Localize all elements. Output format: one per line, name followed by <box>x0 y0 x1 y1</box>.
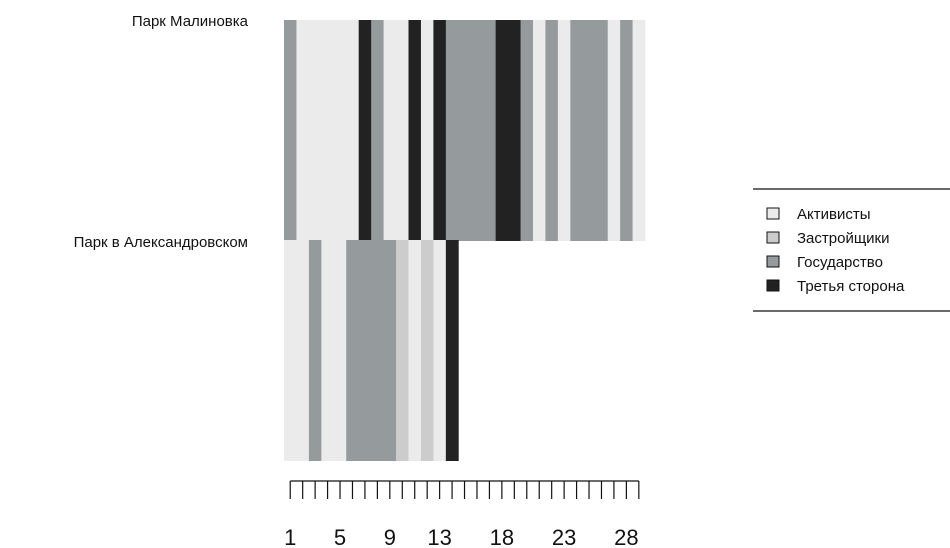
sequence-cell <box>495 20 509 241</box>
row-label: Парк Малиновка <box>132 13 249 30</box>
x-tick-label: 9 <box>384 525 396 548</box>
row-labels: Парк Малиновка Парк в Александровском <box>74 13 249 251</box>
sequence-cell <box>284 240 297 461</box>
sequence-cell <box>371 240 384 461</box>
sequence-cell <box>371 20 384 241</box>
sequence-cell <box>296 240 310 461</box>
sequence-cell <box>557 20 571 241</box>
sequence-cell <box>433 240 447 461</box>
row-label: Парк в Александровском <box>74 234 248 251</box>
sequence-cell <box>458 20 472 241</box>
sequence-cell <box>396 240 409 461</box>
sequence-cell <box>433 20 447 241</box>
legend-swatch <box>766 231 780 244</box>
sequence-cell <box>632 20 646 241</box>
sequence-cell <box>346 240 360 461</box>
sequence-cell <box>308 20 322 241</box>
x-tick-label: 28 <box>614 525 638 548</box>
sequence-cell <box>408 240 422 461</box>
legend-swatch <box>766 207 780 220</box>
x-tick-label: 18 <box>490 525 514 548</box>
legend-label: Государство <box>797 254 883 271</box>
sequence-cell <box>396 20 409 241</box>
legend-swatch <box>766 255 780 268</box>
sequence-cell <box>582 20 596 241</box>
x-tick-label: 1 <box>284 525 296 548</box>
sequence-cell <box>483 20 497 241</box>
sequence-cell <box>595 20 609 241</box>
sequence-cell <box>470 20 484 241</box>
x-tick-label: 13 <box>427 525 451 548</box>
sequence-cell <box>620 20 633 241</box>
sequence-cell <box>296 20 310 241</box>
legend-label: Активисты <box>797 206 870 223</box>
legend: Активисты Застройщики Государство Третья ст… <box>753 188 950 312</box>
sequence-cell <box>445 20 459 241</box>
sequence-cell <box>358 20 372 241</box>
legend-label: Застройщики <box>797 230 890 247</box>
sequence-cell <box>333 20 347 241</box>
sequence-cell <box>420 240 434 461</box>
sequence-cell <box>520 20 534 241</box>
sequence-cell <box>333 240 347 461</box>
sequence-cell <box>445 240 459 461</box>
x-tick-label: 5 <box>334 525 346 548</box>
sequence-cell <box>346 20 360 241</box>
legend-label: Третья сторона <box>797 278 905 295</box>
sequence-cell <box>607 20 621 241</box>
sequence-cell <box>508 20 521 241</box>
sequence-cell <box>383 240 397 461</box>
sequence-cells <box>284 20 646 461</box>
sequence-cell <box>358 240 372 461</box>
sequence-cell <box>420 20 434 241</box>
sequence-cell <box>321 20 335 241</box>
sequence-cell <box>545 20 559 241</box>
x-axis: 1 5 9 13 18 23 28 <box>284 480 640 548</box>
x-tick-label: 23 <box>552 525 576 548</box>
legend-swatch <box>766 279 780 292</box>
sequence-cell <box>570 20 584 241</box>
sequence-cell <box>284 20 297 241</box>
sequence-cell <box>533 20 546 241</box>
sequence-cell <box>383 20 397 241</box>
sequence-cell <box>321 240 335 461</box>
sequence-cell <box>308 240 322 461</box>
sequence-cell <box>408 20 422 241</box>
